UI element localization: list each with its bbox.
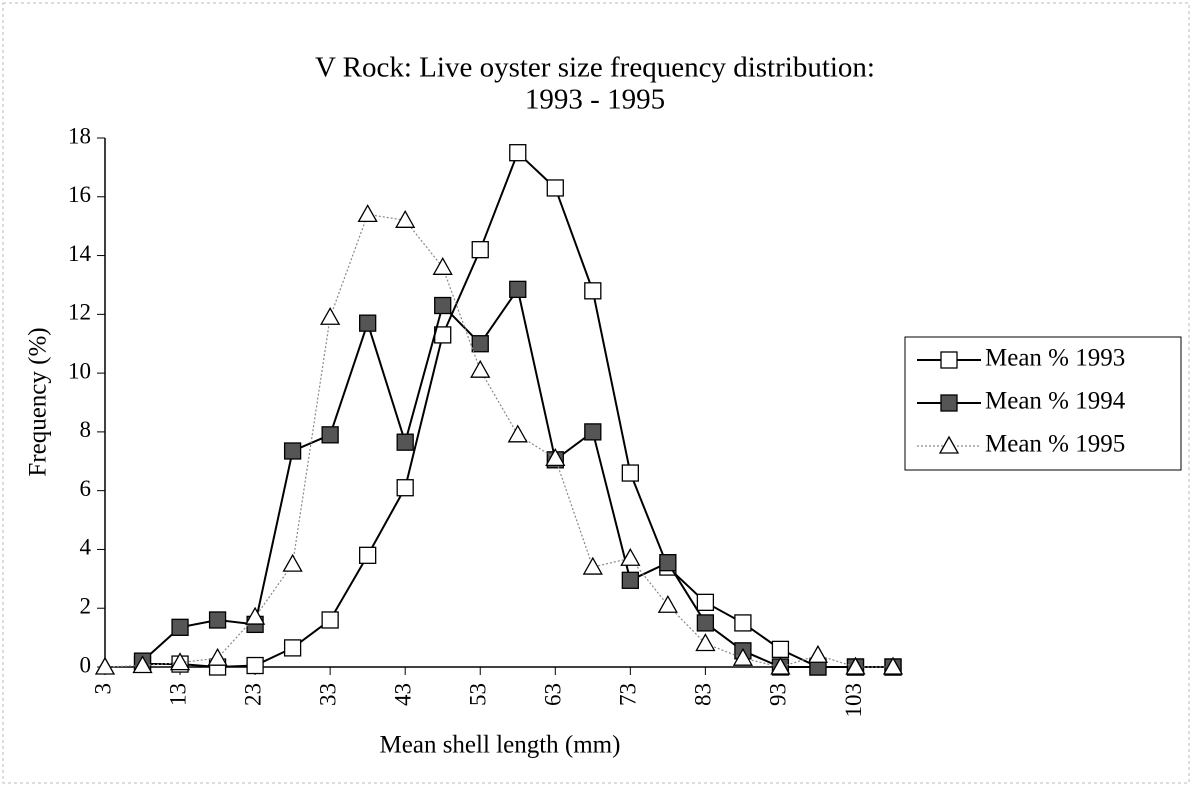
x-tick-label: 63 xyxy=(541,683,566,706)
data-point xyxy=(584,423,602,441)
data-point xyxy=(357,204,378,223)
y-tick-label: 0 xyxy=(80,652,92,677)
data-point xyxy=(659,554,677,572)
data-point xyxy=(207,647,228,666)
data-point xyxy=(208,611,227,629)
data-point xyxy=(471,241,489,259)
legend-marker xyxy=(938,435,960,454)
x-tick-label: 13 xyxy=(165,683,190,706)
data-point xyxy=(882,656,904,675)
data-point xyxy=(545,448,566,466)
chart-title: 1993 - 1995 xyxy=(525,84,665,116)
x-tick-label: 83 xyxy=(691,683,716,706)
y-tick-label: 6 xyxy=(80,476,92,501)
y-tick-label: 18 xyxy=(68,123,91,148)
legend-label: Mean % 1995 xyxy=(985,431,1125,458)
x-axis-label: Mean shell length (mm) xyxy=(380,732,621,759)
data-point xyxy=(845,656,866,675)
data-point xyxy=(696,593,715,611)
data-point xyxy=(169,652,191,671)
data-point xyxy=(321,611,339,629)
data-point xyxy=(620,547,641,566)
legend-label: Mean % 1994 xyxy=(985,388,1126,415)
data-point xyxy=(132,655,153,674)
x-tick-label: 33 xyxy=(315,683,340,706)
data-point xyxy=(246,656,264,675)
data-point xyxy=(509,144,527,162)
data-point xyxy=(507,424,528,443)
x-tick-label: 23 xyxy=(240,683,265,706)
data-point xyxy=(320,306,341,325)
data-point xyxy=(395,209,416,228)
data-point xyxy=(396,479,414,497)
y-tick-label: 8 xyxy=(80,417,92,442)
data-point xyxy=(807,644,829,663)
data-point xyxy=(94,656,116,675)
y-axis-label: Frequency (%) xyxy=(25,327,52,476)
data-point xyxy=(546,179,564,197)
legend-marker xyxy=(940,394,958,412)
y-tick-label: 10 xyxy=(68,358,91,383)
data-point xyxy=(471,335,489,353)
data-point xyxy=(657,594,678,613)
data-point xyxy=(771,640,790,659)
y-tick-label: 4 xyxy=(80,535,92,560)
data-point xyxy=(282,553,303,572)
data-point xyxy=(621,464,639,482)
x-tick-label: 93 xyxy=(766,683,791,706)
data-point xyxy=(283,442,302,460)
data-point xyxy=(171,618,189,636)
data-point xyxy=(770,656,791,675)
x-tick-label: 73 xyxy=(616,683,641,706)
data-point xyxy=(283,639,302,657)
x-tick-label: 103 xyxy=(841,683,866,718)
data-point xyxy=(695,633,716,652)
data-point xyxy=(509,280,527,299)
y-tick-label: 16 xyxy=(68,182,91,207)
data-point xyxy=(732,647,754,666)
data-point xyxy=(396,433,414,451)
data-point xyxy=(470,359,491,378)
data-point xyxy=(359,546,377,564)
x-tick-label: 43 xyxy=(390,683,415,706)
data-point xyxy=(432,256,453,275)
series-line xyxy=(104,213,893,668)
series-line xyxy=(142,150,893,669)
data-point xyxy=(434,296,452,315)
legend-label: Mean % 1993 xyxy=(985,345,1125,372)
y-tick-label: 2 xyxy=(80,594,92,619)
data-point xyxy=(244,606,266,625)
data-point xyxy=(734,614,752,632)
y-tick-label: 14 xyxy=(68,241,92,266)
chart-title: V Rock: Live oyster size frequency distr… xyxy=(315,52,875,84)
data-point xyxy=(582,556,603,575)
data-point xyxy=(584,282,602,300)
data-point xyxy=(359,314,377,332)
data-point xyxy=(321,426,339,444)
x-tick-label: 53 xyxy=(466,683,491,706)
y-tick-label: 12 xyxy=(68,300,91,325)
data-point xyxy=(621,571,639,589)
legend-marker xyxy=(940,351,958,369)
data-point xyxy=(696,614,715,632)
x-tick-label: 3 xyxy=(90,683,115,695)
